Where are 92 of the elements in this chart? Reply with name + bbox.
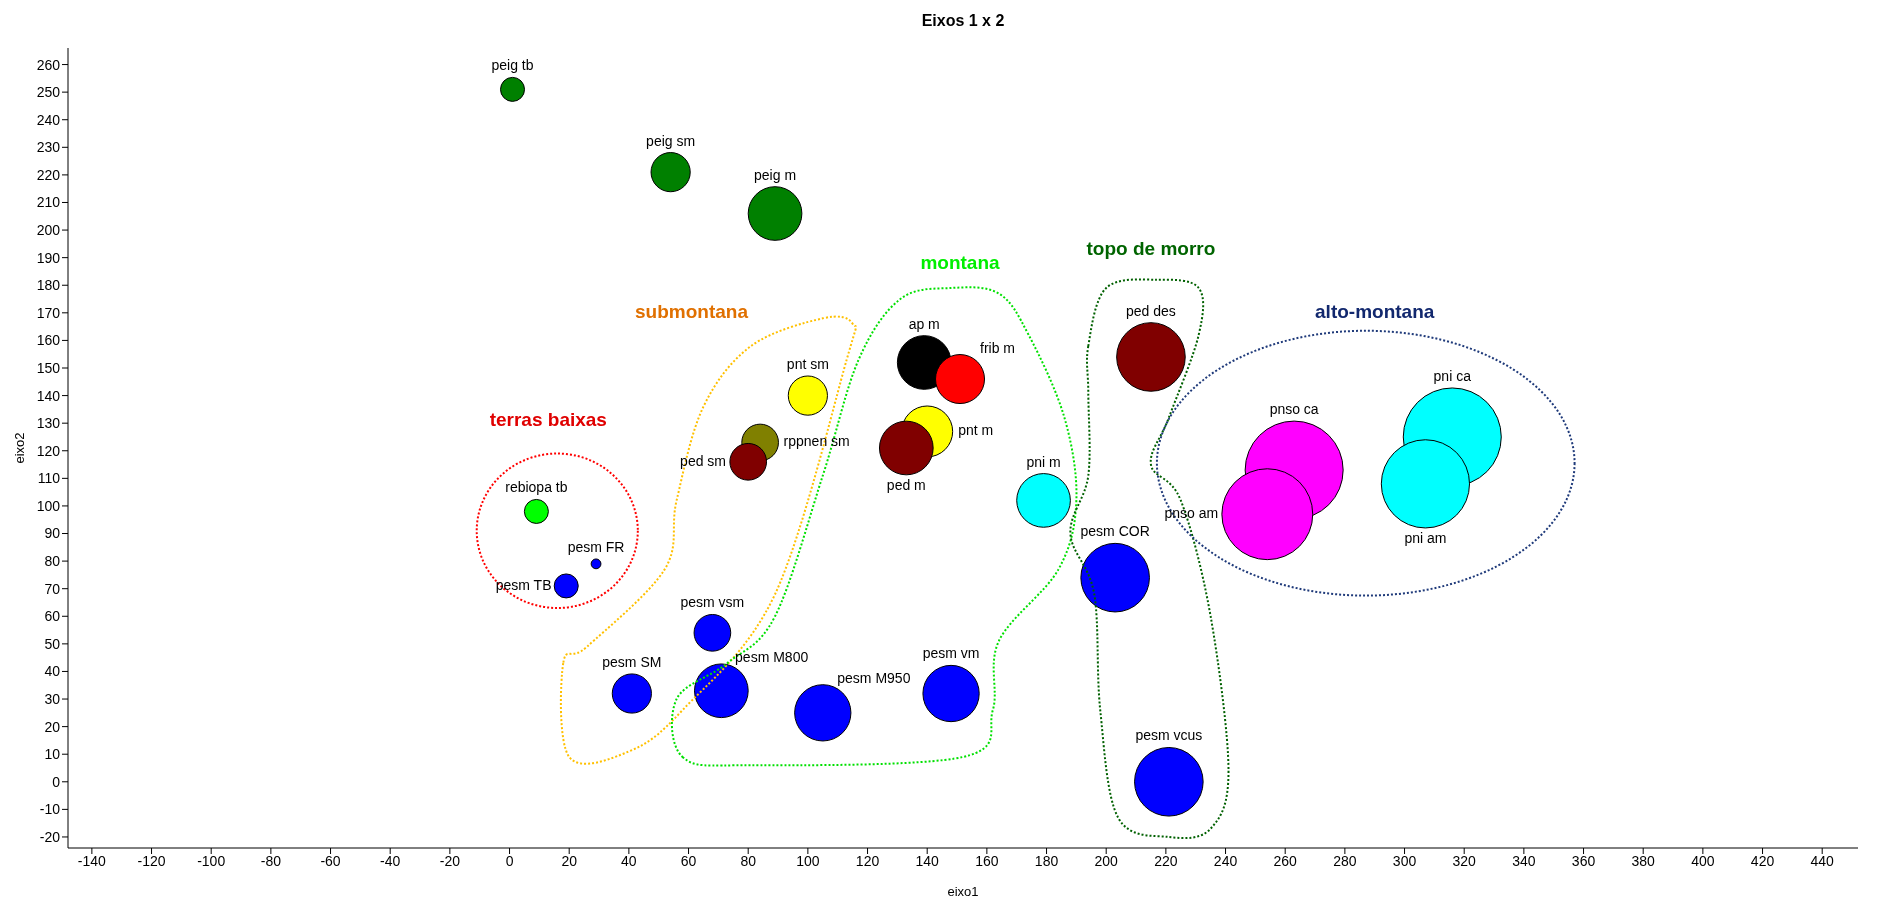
- x-tick-label: 160: [975, 852, 999, 869]
- series-label: ped m: [886, 476, 926, 493]
- series-label: pesm FR: [567, 538, 625, 555]
- y-tick-label: 260: [36, 56, 61, 73]
- series-label: ap m: [908, 315, 940, 332]
- y-tick-label: 140: [36, 387, 61, 404]
- y-tick-label: 90: [44, 525, 61, 542]
- annotation: montana: [920, 251, 1001, 273]
- annotation: topo de morro: [1086, 237, 1216, 259]
- y-tick-label: 200: [36, 222, 61, 239]
- y-tick-label: 180: [36, 277, 61, 294]
- annotation: terras baixas: [489, 408, 607, 430]
- series-label: pesm SM: [602, 653, 662, 670]
- series-label: rebiopa tb: [505, 479, 568, 496]
- series-label: pesm vcus: [1135, 727, 1203, 744]
- y-tick-label: 80: [44, 553, 61, 570]
- x-tick-label: 0: [505, 852, 514, 869]
- x-axis-title: eixo1: [947, 884, 979, 899]
- annotation: submontana: [635, 301, 749, 323]
- series-label: pni m: [1026, 453, 1061, 470]
- y-tick-label: 70: [44, 580, 61, 597]
- x-tick-label: 360: [1571, 852, 1596, 869]
- x-tick-label: 40: [621, 852, 637, 869]
- y-tick-label: 40: [44, 663, 61, 680]
- y-tick-label: -10: [39, 801, 61, 818]
- series-label: pnt m: [958, 422, 994, 439]
- x-tick-label: 420: [1750, 852, 1775, 869]
- x-tick-label: 240: [1213, 852, 1238, 869]
- y-tick-label: 220: [36, 166, 61, 183]
- x-tick-label: -100: [197, 852, 226, 869]
- y-tick-label: 160: [36, 332, 61, 349]
- x-tick-label: 140: [915, 852, 940, 869]
- series-label: pesm COR: [1080, 523, 1150, 540]
- series-label: ped des: [1126, 302, 1176, 319]
- series-label: pni ca: [1433, 367, 1472, 384]
- y-tick-label: 110: [37, 470, 61, 487]
- series-label: peig tb: [491, 57, 534, 74]
- x-tick-label: -60: [320, 852, 341, 869]
- y-tick-label: 60: [44, 608, 61, 625]
- series-label: pnt sm: [786, 355, 829, 372]
- series-label: pnso ca: [1269, 401, 1319, 418]
- y-tick-label: 0: [52, 773, 61, 790]
- chart-title: Eixos 1 x 2: [921, 12, 1005, 29]
- y-tick-label: 230: [36, 139, 61, 156]
- y-tick-label: 120: [36, 442, 61, 459]
- x-tick-label: 320: [1452, 852, 1477, 869]
- x-tick-label: 400: [1691, 852, 1715, 869]
- y-tick-label: 150: [36, 359, 61, 376]
- y-tick-label: 10: [44, 746, 61, 763]
- x-tick-label: -120: [137, 852, 166, 869]
- series-label: ped sm: [680, 452, 727, 469]
- x-tick-label: 380: [1631, 852, 1656, 869]
- y-tick-label: 20: [44, 718, 61, 735]
- x-tick-label: -80: [260, 852, 282, 869]
- y-axis-title: eixo2: [12, 432, 27, 464]
- y-tick-label: 240: [36, 111, 61, 128]
- x-tick-label: -20: [439, 852, 461, 869]
- x-tick-label: 280: [1333, 852, 1357, 869]
- x-tick-label: 220: [1154, 852, 1178, 869]
- x-tick-label: 260: [1273, 852, 1298, 869]
- y-tick-label: 210: [36, 194, 61, 211]
- series-label: frib m: [980, 339, 1016, 356]
- x-tick-label: 440: [1810, 852, 1835, 869]
- x-tick-label: 180: [1034, 852, 1059, 869]
- y-tick-label: 170: [36, 304, 61, 321]
- x-tick-label: 60: [680, 852, 697, 869]
- x-tick-label: 340: [1512, 852, 1536, 869]
- x-tick-label: 100: [796, 852, 820, 869]
- x-tick-label: 120: [855, 852, 880, 869]
- series-label: pesm M800: [735, 648, 809, 665]
- y-tick-label: 30: [44, 691, 61, 707]
- x-tick-label: 20: [561, 852, 578, 869]
- series-label: pni am: [1404, 529, 1447, 546]
- y-tick-label: 50: [44, 635, 61, 652]
- series-label: pesm vm: [922, 645, 980, 662]
- y-tick-label: 100: [36, 497, 61, 514]
- y-tick-label: 130: [36, 415, 61, 432]
- x-tick-label: 80: [740, 852, 757, 869]
- series-label: pesm TB: [495, 576, 552, 593]
- y-tick-label: 250: [36, 84, 61, 101]
- series-label: rppnen sm: [783, 433, 850, 450]
- series-label: pesm M950: [837, 669, 911, 686]
- series-label: pesm vsm: [680, 594, 745, 611]
- y-tick-label: 190: [36, 249, 61, 266]
- x-tick-label: -140: [77, 852, 107, 869]
- series-label: peig sm: [646, 132, 696, 149]
- x-tick-label: 300: [1392, 852, 1417, 869]
- y-tick-label: -20: [39, 828, 61, 845]
- series-label: peig m: [754, 166, 797, 183]
- x-tick-label: 200: [1094, 852, 1119, 869]
- annotation: alto-montana: [1315, 301, 1435, 323]
- x-tick-label: -40: [380, 852, 401, 869]
